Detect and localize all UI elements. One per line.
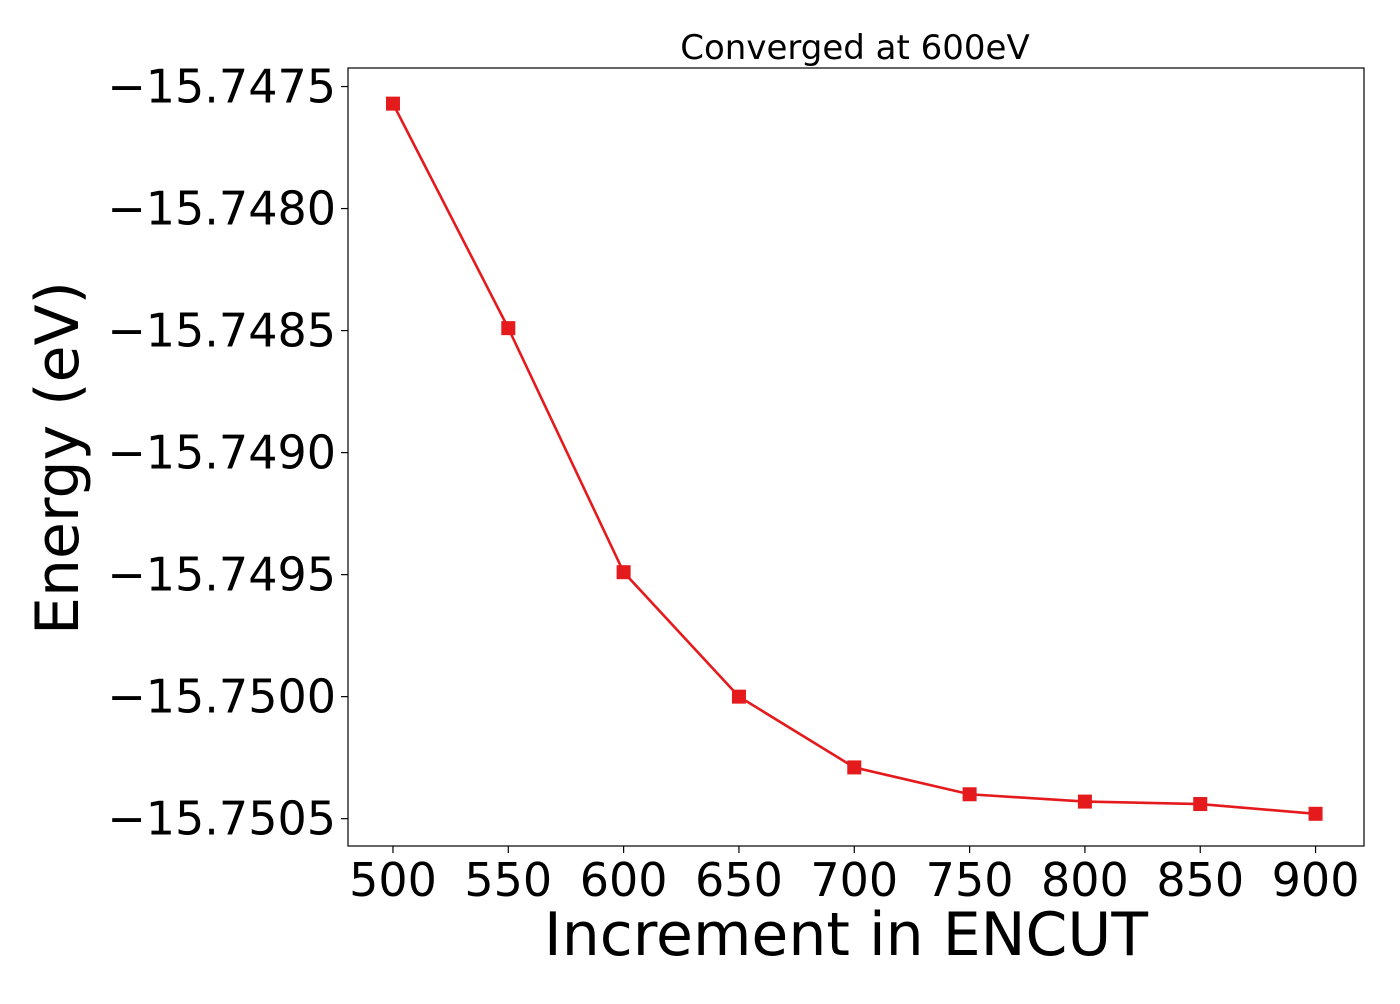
series-line	[391, 103, 1316, 816]
y-axis-label: Energy (eV)	[23, 281, 93, 635]
y-tick-label: −15.7490	[107, 426, 336, 480]
data-point-marker	[385, 96, 400, 111]
data-point-marker	[501, 321, 516, 336]
plot-frame	[347, 67, 1365, 847]
data-point-marker	[962, 787, 977, 802]
x-tick-label: 850	[1156, 853, 1244, 907]
y-tick-label: −15.7500	[107, 670, 336, 724]
chart-title: Converged at 600eV	[680, 28, 1029, 68]
y-tick-label: −15.7485	[107, 304, 336, 358]
data-point-marker	[731, 689, 746, 704]
x-tick-label: 500	[349, 853, 437, 907]
y-tick-label: −15.7475	[107, 60, 336, 114]
x-tick-label: 800	[1041, 853, 1129, 907]
data-point-marker	[616, 565, 631, 580]
y-tick-label: −15.7495	[107, 548, 336, 602]
x-tick-label: 550	[464, 853, 552, 907]
x-axis-ticks: 500 550 600 650 700 750 800 850 900	[349, 846, 1359, 907]
series-layer	[385, 96, 1323, 821]
x-tick-label: 900	[1272, 853, 1360, 907]
x-tick-label: 650	[695, 853, 783, 907]
x-tick-label: 600	[580, 853, 668, 907]
data-point-marker	[1077, 794, 1092, 809]
y-tick-label: −15.7480	[107, 182, 336, 236]
data-point-marker	[847, 760, 862, 775]
data-point-marker	[1308, 806, 1323, 821]
x-tick-label: 700	[810, 853, 898, 907]
x-axis-label: Increment in ENCUT	[544, 900, 1148, 970]
data-point-marker	[1193, 797, 1208, 812]
y-tick-label: −15.7505	[107, 792, 336, 846]
y-axis-ticks: −15.7475 −15.7480 −15.7485 −15.7490 −15.7495…	[107, 60, 348, 846]
x-tick-label: 750	[926, 853, 1014, 907]
